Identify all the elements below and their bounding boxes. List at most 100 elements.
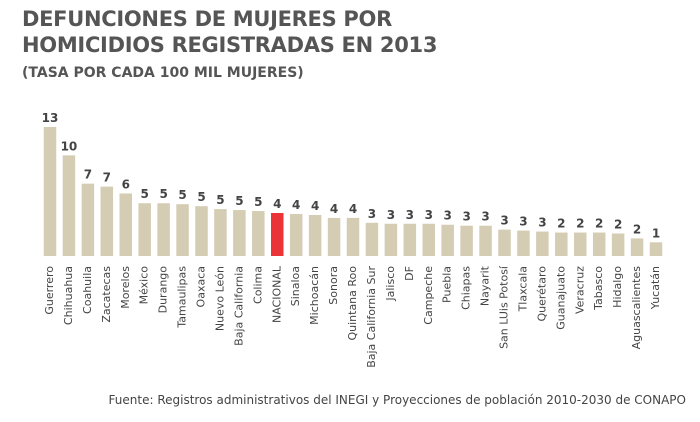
bar [611, 233, 625, 256]
x-tick-label: Zacatecas [100, 266, 113, 323]
x-tick-label: Yucatán [649, 266, 662, 310]
value-label: 4 [311, 199, 319, 213]
x-tick-label: Guerrero [43, 266, 56, 315]
value-label: 3 [519, 215, 527, 229]
value-label: 4 [330, 202, 338, 216]
value-label: 5 [216, 193, 224, 207]
bar [100, 186, 114, 256]
x-tick-label: Tamaulipas [176, 266, 189, 329]
value-label: 3 [538, 216, 546, 230]
x-tick-label: Veracruz [573, 266, 586, 314]
value-label: 5 [159, 187, 167, 201]
bar [195, 206, 208, 256]
x-tick-label: DF [403, 266, 416, 281]
x-tick-label: Jalisco [384, 266, 397, 302]
bar [62, 155, 76, 256]
bar [43, 127, 57, 256]
bar [157, 203, 170, 256]
bar [574, 232, 587, 256]
x-tick-label: Chihuahua [62, 266, 75, 325]
value-label: 2 [633, 222, 641, 236]
value-label: 2 [595, 217, 603, 231]
chart-title: DEFUNCIONES DE MUJERES POR [22, 7, 392, 31]
bar [498, 229, 511, 256]
value-label: 3 [481, 210, 489, 224]
x-tick-label: Chiapas [460, 266, 473, 310]
chart-title: HOMICIDIOS REGISTRADAS EN 2013 [22, 33, 437, 57]
x-tick-label: Sonora [327, 266, 340, 305]
bar [479, 225, 492, 256]
x-tick-label: Nayarit [479, 265, 492, 306]
x-tick-label: Puebla [441, 266, 454, 303]
x-tick-label: NACIONAL [270, 265, 283, 323]
x-tick-label: Querétaro [535, 266, 548, 322]
value-label: 5 [254, 195, 262, 209]
value-label: 3 [387, 208, 395, 222]
chart-subtitle: (TASA POR CADA 100 MIL MUJERES) [22, 65, 304, 81]
x-tick-label: Michoacán [308, 266, 321, 325]
bar [252, 211, 265, 256]
x-tick-label: Quintana Roo [346, 266, 359, 341]
x-tick-label: Sinaloa [289, 266, 302, 306]
value-label: 5 [197, 190, 205, 204]
x-tick-label: Colima [251, 266, 264, 304]
bar [592, 232, 606, 256]
source-note: Fuente: Registros administrativos del IN… [109, 393, 686, 407]
value-label: 5 [141, 187, 149, 201]
bar [119, 193, 132, 256]
bar [403, 223, 417, 256]
x-tick-label: Baja California Sur [365, 266, 378, 368]
bar [536, 231, 549, 256]
x-tick-label: Coahuila [81, 266, 94, 314]
x-tick-label: Campeche [422, 266, 435, 325]
x-tick-label: San LUis Potosí [498, 265, 511, 349]
value-label: 1 [652, 226, 660, 240]
value-label: 3 [500, 214, 508, 228]
value-label: 4 [273, 197, 281, 211]
x-tick-label: Nuevo León [213, 266, 226, 331]
bar [233, 210, 246, 256]
bar [81, 183, 95, 256]
value-label: 3 [368, 207, 376, 221]
value-label: 3 [406, 208, 414, 222]
x-tick-label: México [138, 266, 151, 305]
value-label: 13 [42, 111, 59, 125]
value-label: 10 [61, 139, 78, 153]
value-label: 7 [103, 171, 111, 185]
value-label: 3 [425, 208, 433, 222]
bar [630, 238, 644, 256]
x-tick-label: Oaxaca [195, 266, 208, 307]
value-label: 3 [462, 210, 470, 224]
bar [176, 204, 189, 256]
value-label: 3 [444, 209, 452, 223]
bar [441, 224, 454, 256]
bar [346, 217, 360, 256]
x-tick-label: Tlaxcala [516, 266, 529, 312]
x-tick-label: Guanajuato [554, 266, 567, 330]
bar [327, 217, 341, 256]
bar [308, 214, 322, 256]
value-label: 6 [122, 177, 130, 191]
bar [289, 213, 303, 256]
value-label: 2 [576, 217, 584, 231]
bar [214, 209, 227, 256]
bar [649, 242, 663, 256]
x-tick-label: Tabasco [592, 266, 605, 311]
value-label: 7 [84, 168, 92, 182]
x-tick-label: Aguascalientes [630, 266, 643, 350]
x-tick-label: Hidalgo [611, 266, 624, 308]
bar [517, 230, 530, 256]
bar [365, 222, 379, 256]
x-tick-label: Morelos [119, 266, 132, 309]
value-label: 4 [349, 202, 357, 216]
bar [555, 232, 568, 256]
bar [271, 213, 284, 256]
value-label: 5 [178, 188, 186, 202]
bar [384, 223, 398, 256]
value-label: 4 [292, 198, 300, 212]
value-label: 2 [614, 218, 622, 232]
x-tick-label: Baja California [232, 266, 245, 346]
bar [460, 225, 473, 256]
value-label: 2 [557, 217, 565, 231]
